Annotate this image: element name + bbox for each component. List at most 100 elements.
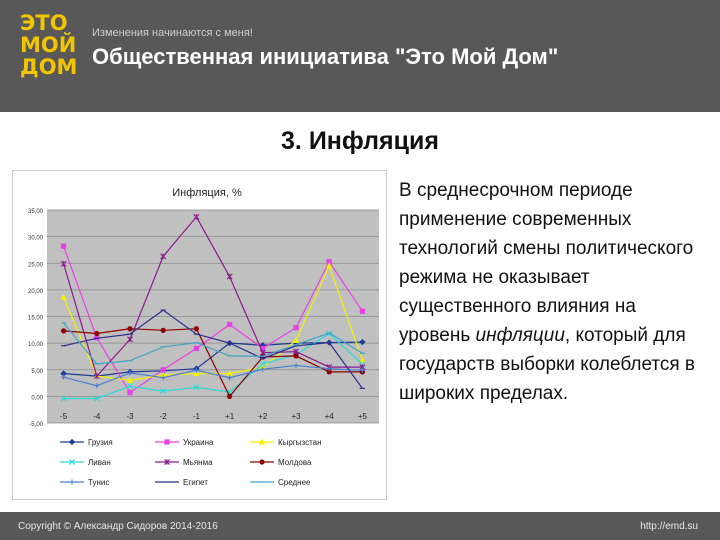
x-axis-ticks: -5 -4 -3 -2 -1 +1 +2 +3 +4 +5 [60,412,367,421]
x-tick-label: -4 [93,412,101,421]
footer-bar: Copyright © Александр Сидоров 2014-2016 … [0,512,720,540]
series-marker [359,361,366,368]
y-tick-label: 15,00 [28,316,44,322]
series-marker [60,395,67,402]
legend-label: Египет [183,478,208,487]
series [61,362,365,389]
series-line [63,322,363,365]
series-marker [68,438,76,446]
y-tick-label: 30,00 [28,236,44,242]
legend-label: Ливан [88,458,111,467]
series [61,322,365,365]
series-marker [127,383,133,390]
series [61,309,365,389]
series-marker [359,338,366,346]
series-marker [127,336,133,343]
series-marker [325,262,333,269]
series-marker [160,388,167,395]
series [60,326,366,399]
logo-line-1: ЭТО [20,11,68,35]
y-tick-label: 20,00 [28,289,44,295]
series-marker [326,366,332,372]
series-marker [258,438,266,445]
series-marker [226,393,233,399]
series-marker [359,356,366,363]
x-tick-label: +3 [291,412,301,421]
series-marker [60,328,67,334]
series-marker [260,366,266,372]
series-marker [293,362,299,369]
series-marker [259,459,265,465]
series-marker [193,384,200,391]
series-marker [226,321,233,328]
legend-label: Кыргызстан [278,438,322,447]
body-text-end: , который для государств выборки колебле… [399,325,696,404]
y-tick-label: 35,00 [28,209,44,215]
y-tick-label: 10,00 [28,342,44,348]
legend-label: Украина [183,438,214,447]
header-bar: ЭТО МОЙ ДОМ Изменения начинаются с меня!… [0,0,720,112]
series-marker [259,360,266,367]
series-marker [69,479,75,485]
series-marker [94,330,100,337]
y-tick-label: 0,00 [31,395,43,401]
series-marker [126,376,134,383]
series-marker [69,459,75,465]
chart-legend: Грузия Украина Кыргызстан Ливан Мьянма Молдов… [60,438,322,487]
series-marker [193,326,200,332]
series-marker [160,253,167,260]
series-marker [127,390,133,396]
header-tagline: Изменения начинаются с меня! [92,27,253,39]
series-marker [93,373,100,380]
header-title: Общественная инициатива "Это Мой Дом" [92,44,559,69]
legend-label: Мьянма [183,458,213,467]
body-text-start: В среднесрочном периоде применение совре… [399,180,694,346]
series-marker [160,327,166,333]
slide-body-text: В среднесрочном периоде применение совре… [399,176,704,408]
chart-title: Инфляция, % [172,187,242,199]
site-link[interactable]: http://emd.su [640,521,698,532]
y-tick-label: 5,00 [31,369,43,375]
x-tick-label: -3 [126,412,134,421]
x-tick-label: -2 [160,412,168,421]
site-logo[interactable]: ЭТО МОЙ ДОМ [20,11,78,88]
series-marker [293,325,299,331]
y-tick-label: 25,00 [28,262,44,268]
x-tick-label: -1 [193,412,201,421]
copyright-text: Copyright © Александр Сидоров 2014-2016 [18,521,218,532]
legend-label: Тунис [88,478,109,487]
series-marker [160,367,166,373]
x-tick-label: +1 [225,412,235,421]
series-marker [193,213,200,220]
series-marker [359,367,365,373]
inflation-chart: Инфляция, % -5,00 0,00 5,00 10,00 15,00 20,00… [11,169,388,501]
series-marker [94,383,100,389]
series-marker [193,345,200,352]
legend-label: Грузия [88,438,113,447]
y-axis-ticks: -5,00 0,00 5,00 10,00 15,00 20,00 25,00 30,00 35… [28,209,44,428]
x-tick-label: -5 [60,412,68,421]
series-marker [127,326,133,332]
series-line [63,215,363,378]
series-marker [193,367,199,373]
series-marker [226,273,233,280]
logo-line-3: ДОМ [20,55,78,79]
series-line [63,245,363,394]
series-marker [359,308,366,314]
series-line [63,309,363,389]
y-tick-label: -5,00 [29,422,43,428]
series-marker [61,374,67,380]
x-tick-label: +4 [325,412,335,421]
series-marker [160,375,166,381]
x-tick-label: +5 [358,412,368,421]
series-marker [164,439,170,445]
series-marker [60,293,67,300]
series-marker [93,395,100,402]
slide-title: 3. Инфляция [281,127,439,155]
logo-line-2: МОЙ [20,33,77,57]
legend-label: Молдова [278,458,312,467]
series-marker [60,260,67,267]
series-marker [60,243,67,249]
series-lines [60,213,366,402]
inflation-chart-svg: Инфляция, % -5,00 0,00 5,00 10,00 15,00 20,00… [11,169,388,501]
